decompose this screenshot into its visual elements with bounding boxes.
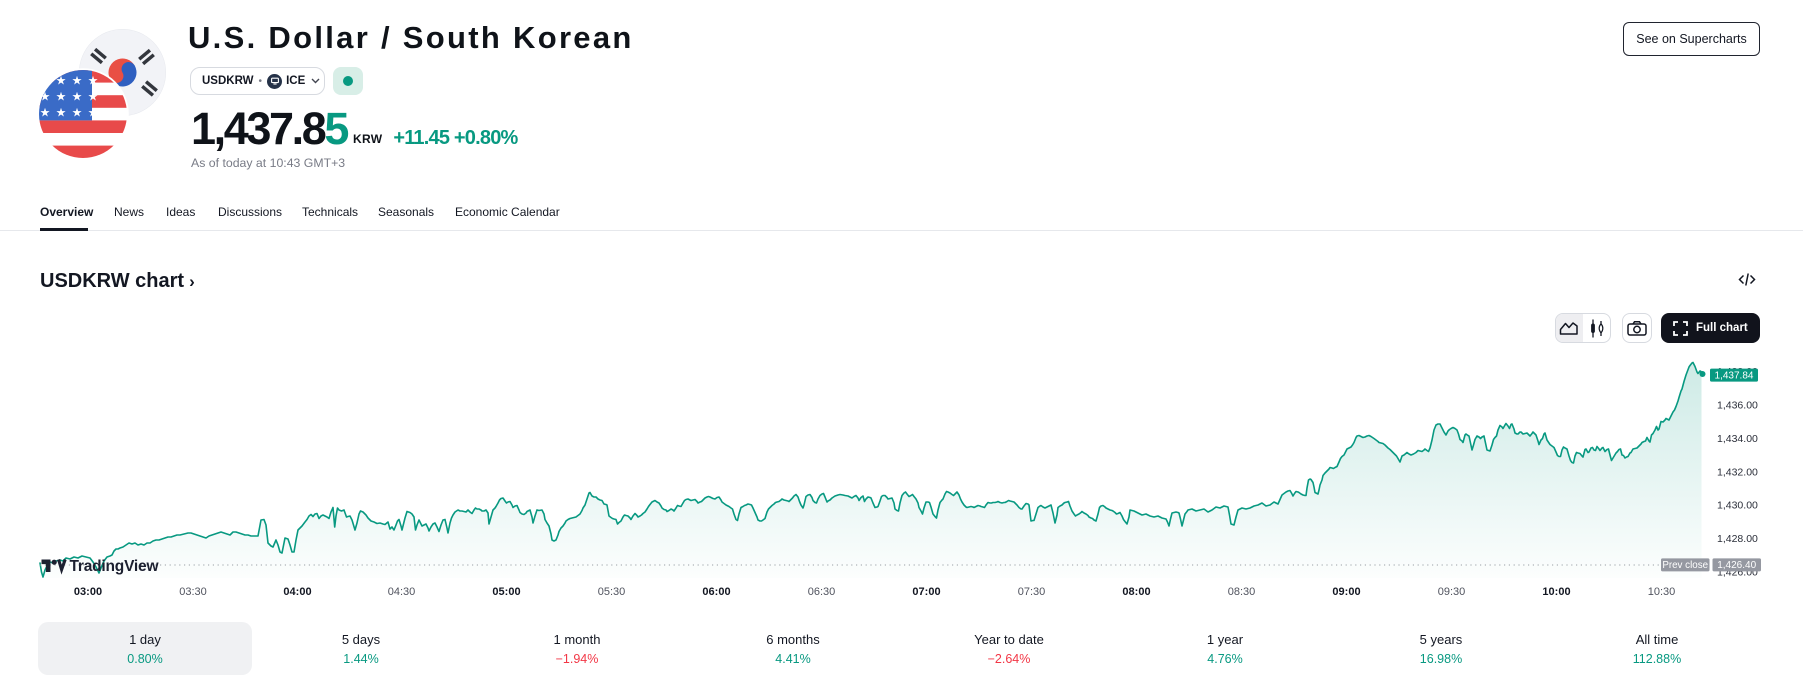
svg-text:1,434.00: 1,434.00: [1717, 433, 1758, 445]
svg-text:06:30: 06:30: [808, 586, 836, 598]
svg-text:04:30: 04:30: [388, 586, 416, 598]
svg-text:1,430.00: 1,430.00: [1717, 500, 1758, 512]
svg-text:1,432.00: 1,432.00: [1717, 466, 1758, 478]
svg-text:10:00: 10:00: [1542, 586, 1570, 598]
svg-text:★: ★: [40, 90, 51, 104]
svg-text:08:30: 08:30: [1228, 586, 1256, 598]
svg-text:★: ★: [72, 74, 83, 88]
svg-text:★: ★: [72, 90, 83, 104]
svg-text:07:00: 07:00: [912, 586, 940, 598]
svg-text:Prev close: Prev close: [1662, 560, 1708, 571]
svg-text:10:30: 10:30: [1648, 586, 1676, 598]
svg-text:05:30: 05:30: [598, 586, 626, 598]
svg-text:06:00: 06:00: [702, 586, 730, 598]
svg-text:04:00: 04:00: [283, 586, 311, 598]
svg-text:05:00: 05:00: [492, 586, 520, 598]
svg-text:★: ★: [56, 90, 67, 104]
svg-text:1,428.00: 1,428.00: [1717, 533, 1758, 545]
svg-text:03:00: 03:00: [74, 586, 102, 598]
svg-text:09:30: 09:30: [1438, 586, 1466, 598]
svg-text:08:00: 08:00: [1122, 586, 1150, 598]
svg-text:1,426.40: 1,426.40: [1717, 560, 1756, 571]
svg-text:TradingView: TradingView: [70, 558, 160, 575]
svg-text:03:30: 03:30: [179, 586, 207, 598]
svg-text:07:30: 07:30: [1018, 586, 1046, 598]
svg-text:1,437.84: 1,437.84: [1715, 370, 1754, 381]
svg-text:★: ★: [88, 106, 99, 120]
svg-text:★: ★: [72, 106, 83, 120]
svg-text:★: ★: [88, 74, 99, 88]
svg-text:09:00: 09:00: [1332, 586, 1360, 598]
svg-text:★: ★: [40, 106, 51, 120]
svg-text:★: ★: [56, 106, 67, 120]
svg-text:★: ★: [88, 90, 99, 104]
svg-text:1,436.00: 1,436.00: [1717, 400, 1758, 412]
svg-text:★: ★: [56, 74, 67, 88]
